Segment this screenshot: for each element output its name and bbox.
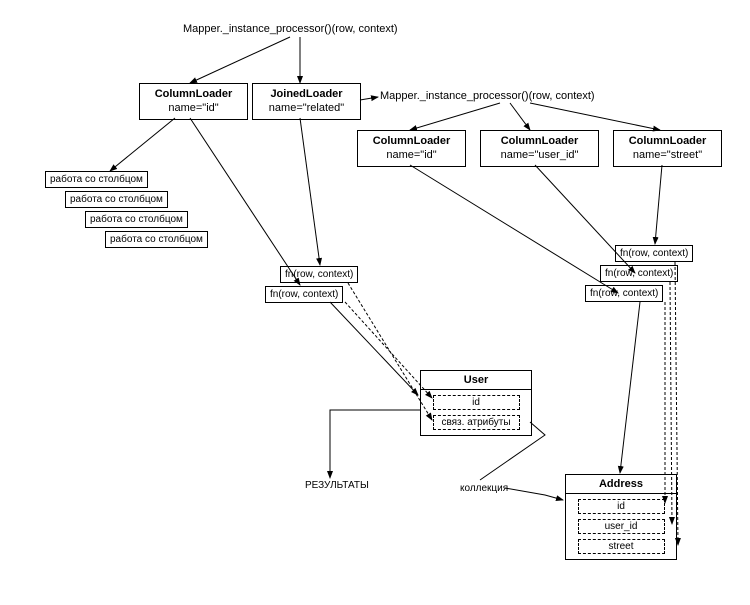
address-attr-id: id [578,499,665,514]
fn-3: fn(row, context) [615,245,693,262]
results-label: РЕЗУЛЬТАТЫ [305,480,369,491]
address-attr-street: street [578,539,665,554]
colwork-1: работа со столбцом [45,171,148,188]
columnloader-id-box: ColumnLoader name="id" [139,83,248,120]
joinedloader-related-title: JoinedLoader [270,88,342,100]
top-call-label: Mapper._instance_processor()(row, contex… [183,23,398,35]
fn-5: fn(row, context) [585,285,663,302]
fn-2: fn(row, context) [265,286,343,303]
columnloader-id2-box: ColumnLoader name="id" [357,130,466,167]
colwork-3: работа со столбцом [85,211,188,228]
user-entity-title: User [421,371,531,390]
colwork-2: работа со столбцом [65,191,168,208]
address-entity: Address id user_id street [565,474,677,560]
address-entity-title: Address [566,475,676,494]
collection-label: коллекция [460,483,508,494]
columnloader-id-sub: name="id" [146,101,241,115]
user-attr-related: связ. атрибуты [433,415,520,430]
columnloader-userid-title: ColumnLoader [501,135,579,147]
columnloader-id2-title: ColumnLoader [373,135,451,147]
fn-4: fn(row, context) [600,265,678,282]
user-attr-id: id [433,395,520,410]
columnloader-street-sub: name="street" [620,148,715,162]
columnloader-street-title: ColumnLoader [629,135,707,147]
columnloader-userid-sub: name="user_id" [487,148,592,162]
mid-call-label: Mapper._instance_processor()(row, contex… [380,90,595,102]
fn-1: fn(row, context) [280,266,358,283]
columnloader-street-box: ColumnLoader name="street" [613,130,722,167]
address-attr-userid: user_id [578,519,665,534]
joinedloader-related-sub: name="related" [259,101,354,115]
columnloader-id2-sub: name="id" [364,148,459,162]
joinedloader-related-box: JoinedLoader name="related" [252,83,361,120]
columnloader-id-title: ColumnLoader [155,88,233,100]
columnloader-userid-box: ColumnLoader name="user_id" [480,130,599,167]
user-entity: User id связ. атрибуты [420,370,532,436]
colwork-4: работа со столбцом [105,231,208,248]
